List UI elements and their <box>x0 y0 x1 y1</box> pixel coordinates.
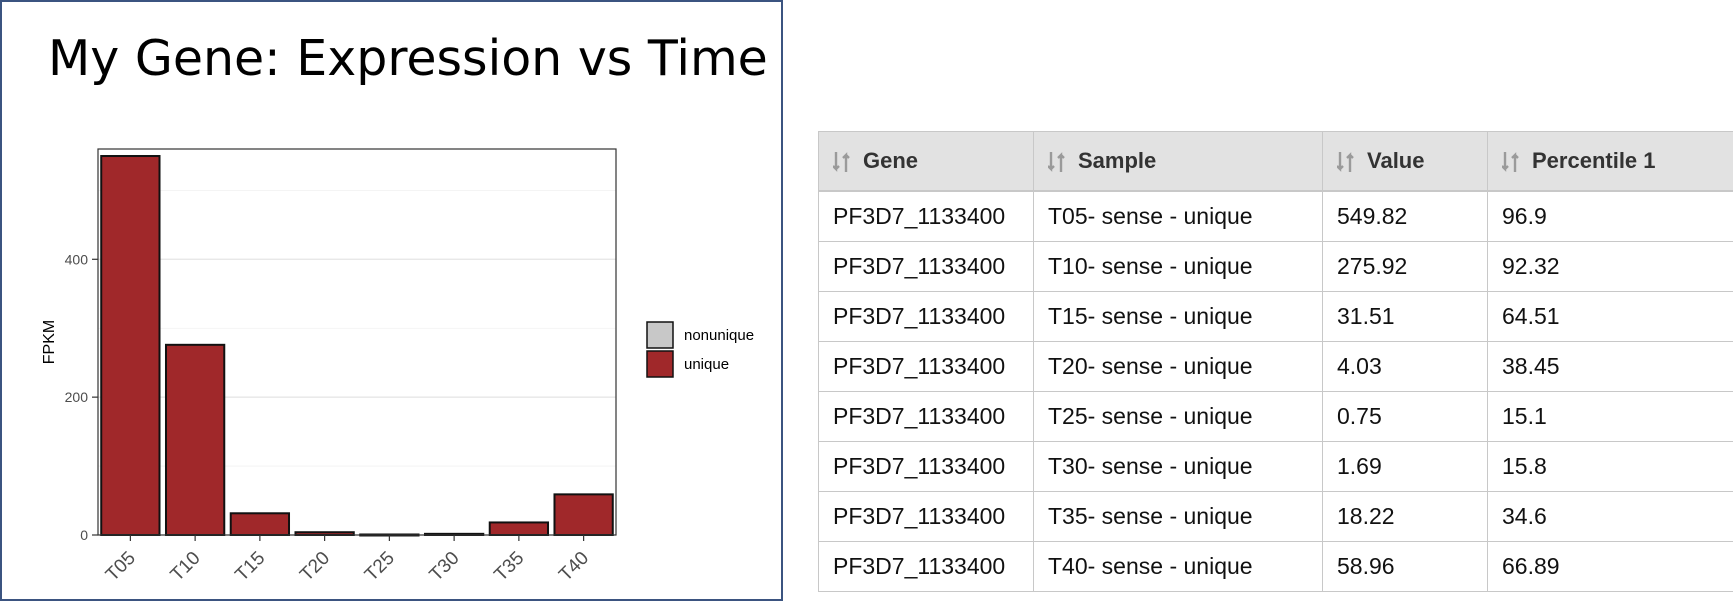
table-cell: 96.9 <box>1487 190 1733 242</box>
table-row[interactable]: PF3D7_1133400 T30- sense - unique 1.69 15.8 <box>818 441 1733 492</box>
table-cell: 4.03 <box>1322 341 1488 392</box>
legend-label-nonunique: nonunique <box>684 327 754 344</box>
table-cell: T20- sense - unique <box>1033 341 1323 392</box>
table-row[interactable]: PF3D7_1133400 T05- sense - unique 549.82 96… <box>818 190 1733 242</box>
bar-t40 <box>553 493 614 536</box>
table-cell: 58.96 <box>1322 541 1488 592</box>
x-tick-label: T35 <box>490 548 528 586</box>
x-tick-label: T25 <box>361 548 399 586</box>
table-row[interactable]: PF3D7_1133400 T15- sense - unique 31.51 64.… <box>818 291 1733 342</box>
x-tick-label: T30 <box>426 548 464 586</box>
x-tick-label: T10 <box>167 548 205 586</box>
column-header-gene[interactable]: Gene <box>818 131 1034 192</box>
column-header-label: Value <box>1367 148 1425 174</box>
table-cell: T35- sense - unique <box>1033 491 1323 542</box>
column-header-percentile-1[interactable]: Percentile 1 <box>1487 131 1733 192</box>
table-cell: T05- sense - unique <box>1033 190 1323 242</box>
x-tick-label: T20 <box>296 548 334 586</box>
y-tick-label: 200 <box>65 389 89 405</box>
column-header-label: Gene <box>863 148 919 174</box>
column-header-label: Sample <box>1078 148 1157 174</box>
table-cell: 34.6 <box>1487 491 1733 542</box>
table-cell: 64.51 <box>1487 291 1733 342</box>
table-cell: 0.75 <box>1322 391 1488 442</box>
table-cell: PF3D7_1133400 <box>818 491 1034 542</box>
table-cell: PF3D7_1133400 <box>818 241 1034 292</box>
bar-t35 <box>488 521 550 537</box>
legend-label-unique: unique <box>684 356 729 373</box>
table-cell: 275.92 <box>1322 241 1488 292</box>
bar-t15 <box>229 512 291 537</box>
table-cell: T10- sense - unique <box>1033 241 1323 292</box>
table-header-row: Gene Sample Value Percentile 1 <box>818 131 1733 192</box>
table-row[interactable]: PF3D7_1133400 T25- sense - unique 0.75 15.1 <box>818 391 1733 442</box>
y-tick-label: 0 <box>80 527 88 543</box>
sort-icon[interactable] <box>832 150 853 174</box>
table-cell: 15.8 <box>1487 441 1733 492</box>
table-cell: 66.89 <box>1487 541 1733 592</box>
sort-icon[interactable] <box>1501 150 1522 174</box>
table-cell: 18.22 <box>1322 491 1488 542</box>
bar-t05 <box>100 155 161 536</box>
table-row[interactable]: PF3D7_1133400 T35- sense - unique 18.22 34.… <box>818 491 1733 542</box>
expression-table-container: Gene Sample Value Percentile 1 PF3D7_113340… <box>818 131 1733 605</box>
table-cell: PF3D7_1133400 <box>818 341 1034 392</box>
expression-table: Gene Sample Value Percentile 1 PF3D7_113340… <box>818 131 1733 592</box>
sort-icon[interactable] <box>1047 150 1068 174</box>
plot-border <box>97 148 617 536</box>
table-cell: 92.32 <box>1487 241 1733 292</box>
sort-icon[interactable] <box>1336 150 1357 174</box>
table-row[interactable]: PF3D7_1133400 T40- sense - unique 58.96 66.… <box>818 541 1733 592</box>
legend-swatch-unique <box>646 350 674 378</box>
y-tick-label: 400 <box>65 251 89 267</box>
table-cell: PF3D7_1133400 <box>818 441 1034 492</box>
bar-chart: T05 T10 T15 T20 T25 T30 T35 T40 0 200 400 FPKM nonu… <box>41 148 754 586</box>
table-cell: T15- sense - unique <box>1033 291 1323 342</box>
table-cell: PF3D7_1133400 <box>818 391 1034 442</box>
table-cell: PF3D7_1133400 <box>818 541 1034 592</box>
table-cell: T30- sense - unique <box>1033 441 1323 492</box>
legend-swatch-nonunique <box>646 321 674 349</box>
table-cell: 15.1 <box>1487 391 1733 442</box>
table-cell: PF3D7_1133400 <box>818 190 1034 242</box>
table-cell: PF3D7_1133400 <box>818 291 1034 342</box>
x-tick-label: T05 <box>102 548 140 586</box>
y-axis-label: FPKM <box>41 320 58 364</box>
table-cell: 1.69 <box>1322 441 1488 492</box>
x-tick-label: T40 <box>555 548 593 586</box>
table-row[interactable]: PF3D7_1133400 T20- sense - unique 4.03 38.4… <box>818 341 1733 392</box>
table-row[interactable]: PF3D7_1133400 T10- sense - unique 275.92 92… <box>818 241 1733 292</box>
bar-t10 <box>164 343 226 536</box>
column-header-label: Percentile 1 <box>1532 148 1656 174</box>
table-cell: 549.82 <box>1322 190 1488 242</box>
table-cell: 31.51 <box>1322 291 1488 342</box>
table-cell: T40- sense - unique <box>1033 541 1323 592</box>
column-header-value[interactable]: Value <box>1322 131 1488 192</box>
page-title: My Gene: Expression vs Time <box>48 30 768 87</box>
column-header-sample[interactable]: Sample <box>1033 131 1323 192</box>
table-cell: T25- sense - unique <box>1033 391 1323 442</box>
table-cell: 38.45 <box>1487 341 1733 392</box>
x-tick-label: T15 <box>231 548 269 586</box>
chart-panel: My Gene: Expression vs Time T05 T10 T15 T20… <box>0 0 783 601</box>
